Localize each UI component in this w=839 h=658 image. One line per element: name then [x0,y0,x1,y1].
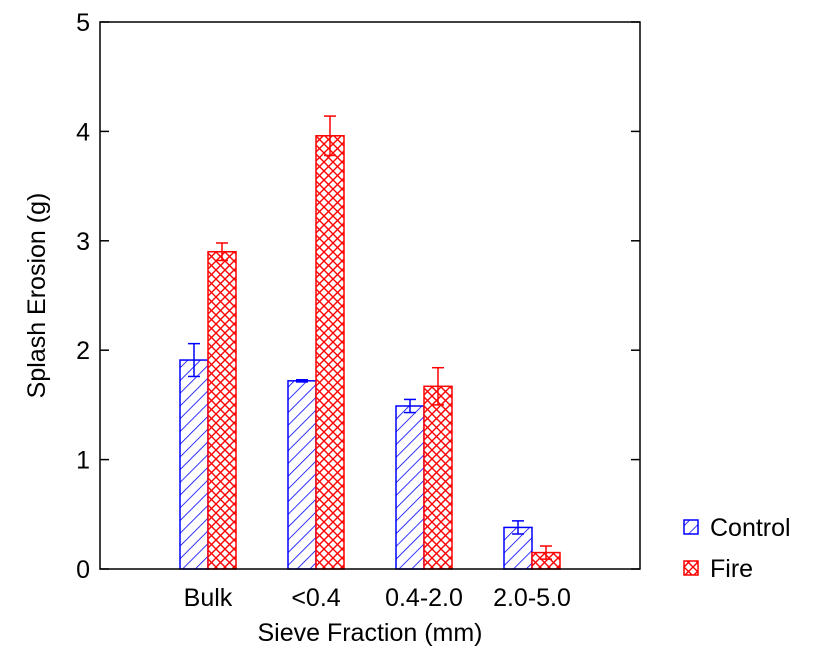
x-axis-label: Sieve Fraction (mm) [257,619,482,647]
bar-fire [207,250,237,570]
bar-control [395,405,425,570]
y-tick-label: 5 [76,9,90,37]
x-tick-label: 2.0-5.0 [493,584,571,612]
bar-control [287,380,317,570]
bar-fire [315,135,345,570]
x-tick-label: 0.4-2.0 [385,584,463,612]
x-tick-label: Bulk [184,584,233,612]
x-tick-label: <0.4 [291,584,340,612]
plot-frame [99,21,641,570]
error-bars-layer [188,115,552,560]
bar-fire [423,385,453,570]
y-axis-label: Splash Erosion (g) [23,193,51,399]
legend-label-control: Control [710,514,791,542]
y-tick-label: 3 [76,228,90,256]
bars-layer [179,135,561,570]
legend-label-fire: Fire [710,555,753,583]
y-tick-label: 4 [76,118,90,146]
legend-swatch-control [683,519,699,535]
x-axis: Bulk <0.4 0.4-2.0 2.0-5.0 [184,584,571,612]
y-tick-label: 1 [76,447,90,475]
y-tick-label: 2 [76,337,90,365]
legend-swatch-fire [683,560,699,576]
legend: Control Fire [683,514,791,583]
bar-control [179,359,209,570]
y-axis: 0 1 2 3 4 5 [76,9,640,584]
y-tick-label: 0 [76,556,90,584]
